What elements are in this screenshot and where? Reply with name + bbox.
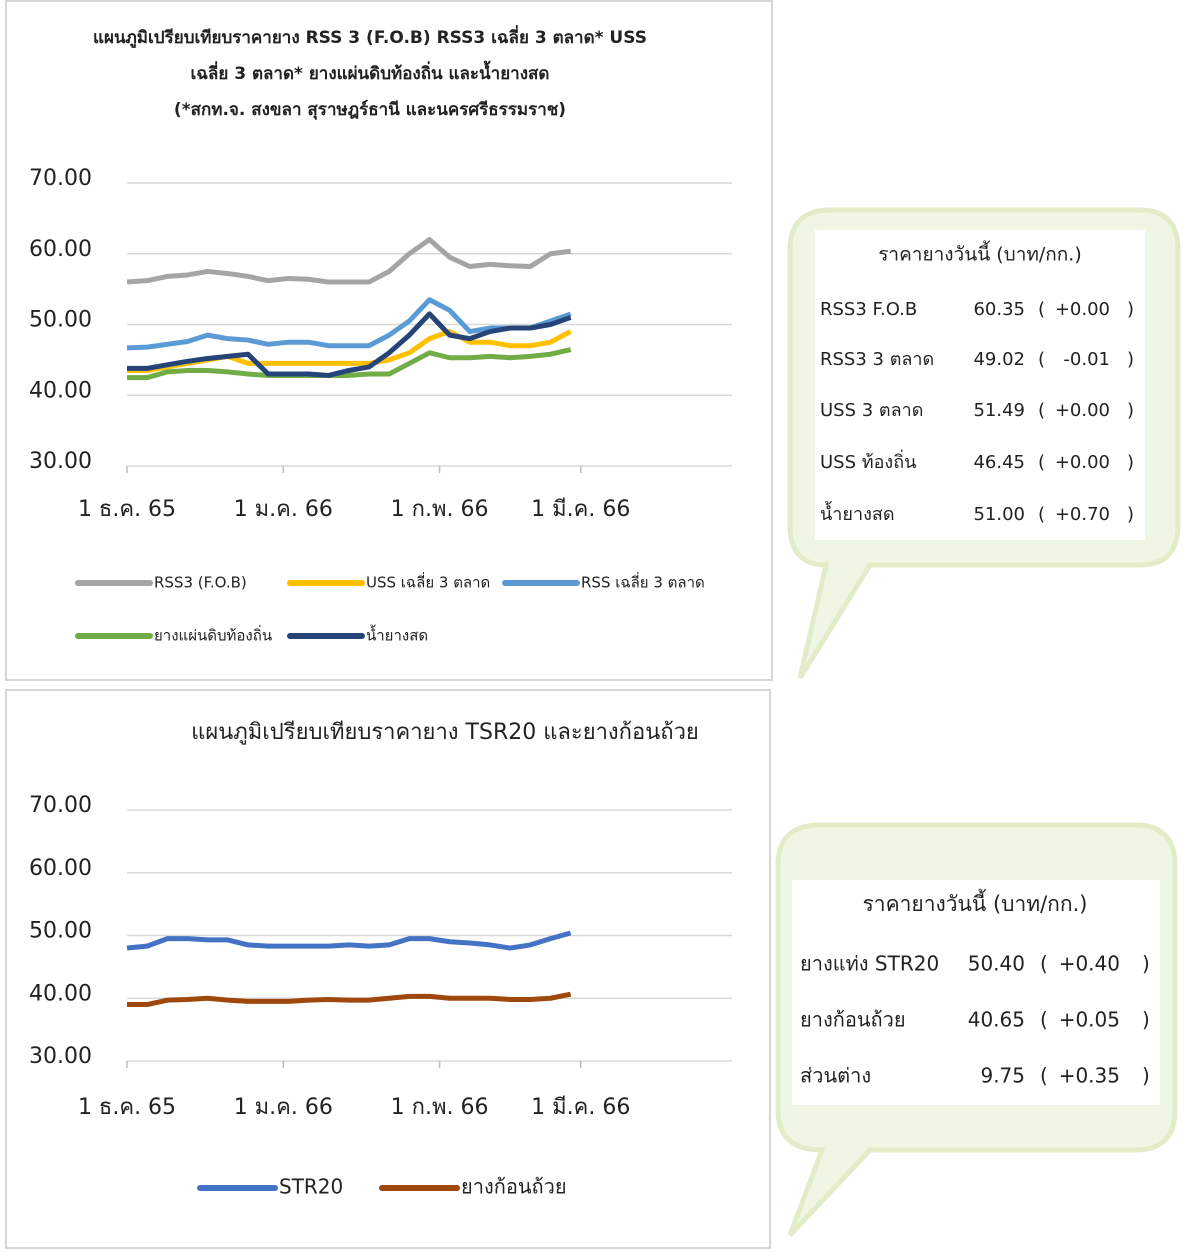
bracket: ) xyxy=(1127,400,1134,421)
chart-title: แผนภูมิเปรียบเทียบราคายาง TSR20 และยางก้… xyxy=(191,720,699,745)
price-table xyxy=(792,880,1160,1105)
price-change: -0.01 xyxy=(1063,349,1110,370)
price-change: +0.35 xyxy=(1059,1064,1120,1088)
legend-label: RSS3 (F.O.B) xyxy=(154,574,247,592)
price-name: RSS3 F.O.B xyxy=(820,299,917,320)
bracket: ( xyxy=(1038,504,1045,525)
chart-panel xyxy=(5,0,773,681)
price-table xyxy=(815,230,1145,540)
x-tick-label: 1 ก.พ. 66 xyxy=(391,497,489,522)
chart-title: แผนภูมิเปรียบเทียบราคายาง RSS 3 (F.O.B) … xyxy=(93,25,647,49)
price-title: ราคายางวันนี้ (บาท/กก.) xyxy=(878,241,1082,266)
series-line xyxy=(126,237,571,285)
bracket: ) xyxy=(1142,952,1150,976)
bracket: ) xyxy=(1127,452,1134,473)
y-tick-label: 60.00 xyxy=(29,856,92,881)
x-tick-label: 1 ธ.ค. 65 xyxy=(78,1095,176,1120)
legend-label: น้ำยางสด xyxy=(366,625,428,645)
bracket: ) xyxy=(1142,1008,1150,1032)
y-tick-label: 60.00 xyxy=(29,237,92,262)
legend-label: RSS เฉลี่ย 3 ตลาด xyxy=(581,572,705,592)
price-value: 60.35 xyxy=(973,299,1025,320)
bracket: ) xyxy=(1127,299,1134,320)
price-change: +0.00 xyxy=(1055,299,1110,320)
y-tick-label: 30.00 xyxy=(29,1044,92,1069)
bracket: ( xyxy=(1040,1064,1048,1088)
price-name: ยางแท่ง STR20 xyxy=(800,952,939,976)
y-tick-label: 30.00 xyxy=(29,449,92,474)
y-tick-label: 70.00 xyxy=(29,166,92,191)
price-change: +0.00 xyxy=(1055,400,1110,421)
bracket: ( xyxy=(1040,952,1048,976)
y-tick-label: 40.00 xyxy=(29,378,92,403)
bracket: ) xyxy=(1142,1064,1150,1088)
price-value: 51.00 xyxy=(973,504,1025,525)
chart-title: เฉลี่ย 3 ตลาด* ยางแผ่นดิบท้องถิ่น และน้ำ… xyxy=(191,60,550,84)
series-line xyxy=(127,347,572,381)
price-value: 51.49 xyxy=(973,400,1025,421)
price-value: 9.75 xyxy=(980,1064,1025,1088)
price-name: USS 3 ตลาด xyxy=(820,400,923,421)
x-tick-label: 1 มี.ค. 66 xyxy=(531,1095,630,1120)
y-tick-label: 50.00 xyxy=(29,308,92,333)
x-tick-label: 1 มี.ค. 66 xyxy=(531,497,630,522)
price-name: RSS3 3 ตลาด xyxy=(820,349,934,370)
legend-label: USS เฉลี่ย 3 ตลาด xyxy=(366,572,490,592)
series-line xyxy=(127,311,572,378)
legend-label: ยางแผ่นดิบท้องถิ่น xyxy=(154,625,272,645)
bracket: ( xyxy=(1038,349,1045,370)
legend-label: ยางก้อนถ้วย xyxy=(461,1175,567,1199)
series-line xyxy=(127,991,572,1008)
price-change: +0.40 xyxy=(1059,952,1120,976)
y-tick-label: 70.00 xyxy=(29,793,92,818)
bracket: ( xyxy=(1038,452,1045,473)
legend-label: STR20 xyxy=(279,1175,343,1199)
price-value: 40.65 xyxy=(968,1008,1025,1032)
series-line xyxy=(126,930,572,951)
bracket: ( xyxy=(1040,1008,1048,1032)
y-tick-label: 50.00 xyxy=(29,919,92,944)
chart-panel xyxy=(5,689,771,1249)
bracket: ( xyxy=(1038,299,1045,320)
bracket: ) xyxy=(1127,504,1134,525)
chart-title: (*สกท.จ. สงขลา สุราษฎร์ธานี และนครศรีธรร… xyxy=(174,99,566,120)
price-change: +0.05 xyxy=(1059,1008,1120,1032)
price-value: 50.40 xyxy=(968,952,1025,976)
price-value: 46.45 xyxy=(973,452,1025,473)
price-value: 49.02 xyxy=(973,349,1025,370)
y-tick-label: 40.00 xyxy=(29,981,92,1006)
price-title: ราคายางวันนี้ (บาท/กก.) xyxy=(863,889,1088,916)
x-tick-label: 1 ม.ค. 66 xyxy=(234,1095,333,1120)
price-name: น้ำยางสด xyxy=(820,501,895,525)
price-name: ยางก้อนถ้วย xyxy=(800,1008,906,1032)
price-change: +0.00 xyxy=(1055,452,1110,473)
bracket: ( xyxy=(1038,400,1045,421)
bracket: ) xyxy=(1127,349,1134,370)
x-tick-label: 1 ม.ค. 66 xyxy=(234,497,333,522)
x-tick-label: 1 ธ.ค. 65 xyxy=(78,497,176,522)
price-name: USS ท้องถิ่น xyxy=(820,449,916,473)
price-change: +0.70 xyxy=(1055,504,1110,525)
price-name: ส่วนต่าง xyxy=(800,1064,871,1088)
x-tick-label: 1 ก.พ. 66 xyxy=(391,1095,489,1120)
